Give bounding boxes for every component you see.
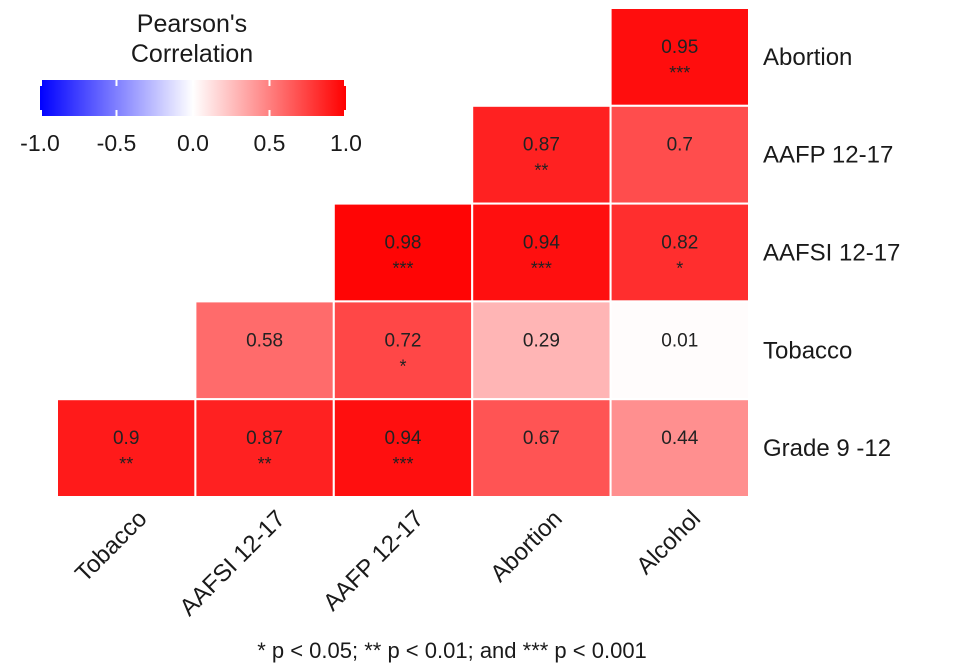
row-labels: Abortion AAFP 12-17 AAFSI 12-17 Tobacco Grad… <box>763 44 900 462</box>
cell-significance-label: *** <box>531 259 552 279</box>
cell-value-label: 0.94 <box>523 233 560 254</box>
heatmap-cell <box>332 398 474 499</box>
cell-value-label: 0.44 <box>661 428 698 449</box>
cell-value-label: 0.95 <box>661 37 698 58</box>
column-label: AAFP 12-17 <box>318 505 429 616</box>
cell-value-label: 0.94 <box>385 428 422 449</box>
column-label: Tobacco <box>70 505 152 587</box>
legend-tick-label: 1.0 <box>330 130 362 156</box>
heatmap-cell <box>609 7 750 107</box>
cell-significance-label: *** <box>392 259 413 279</box>
cell-significance-label: ** <box>534 161 548 181</box>
cell-significance-label: *** <box>669 63 690 83</box>
cell-value-label: 0.67 <box>523 428 560 449</box>
cell-significance-label: ** <box>258 454 272 474</box>
heatmap-cell <box>471 202 612 303</box>
legend-tick-label: -0.5 <box>97 130 137 156</box>
column-label: AAFSI 12-17 <box>175 505 291 621</box>
row-label: AAFP 12-17 <box>763 142 893 169</box>
heatmap-cell <box>471 104 612 205</box>
legend-tick-label: -1.0 <box>20 130 60 156</box>
cell-value-label: 0.01 <box>661 330 698 351</box>
cell-value-label: 0.87 <box>523 135 560 156</box>
heatmap-cell <box>332 300 474 401</box>
column-labels: Tobacco AAFSI 12-17 AAFP 12-17 Abortion Alco… <box>70 505 706 621</box>
cell-value-label: 0.29 <box>523 330 560 351</box>
cell-value-label: 0.98 <box>385 233 422 254</box>
column-label: Abortion <box>485 505 567 587</box>
cell-value-label: 0.87 <box>246 428 283 449</box>
legend-tick-label: 0.0 <box>177 130 209 156</box>
row-label: AAFSI 12-17 <box>763 240 900 267</box>
row-label: Tobacco <box>763 337 852 364</box>
cell-value-label: 0.7 <box>667 135 693 156</box>
significance-footnote: * p < 0.05; ** p < 0.01; and *** p < 0.0… <box>257 638 647 663</box>
column-label: Alcohol <box>631 505 706 580</box>
heatmap-cell <box>194 398 335 499</box>
legend-title-line-1: Pearson's <box>137 10 247 38</box>
cell-significance-label: ** <box>119 454 133 474</box>
heatmap-cell <box>609 202 750 303</box>
legend-tick-label: 0.5 <box>254 130 286 156</box>
cell-significance-label: *** <box>392 454 413 474</box>
legend: Pearson's Correlation -1.0 -0.5 0.0 0.5 1.0 <box>20 10 362 156</box>
heatmap-cell <box>56 398 197 499</box>
row-label: Abortion <box>763 44 852 71</box>
heatmap-cells: 0.95***0.87**0.70.98***0.94***0.82*0.58 0… <box>56 7 750 499</box>
heatmap-cell <box>609 300 750 401</box>
cell-significance-label: * <box>676 259 683 279</box>
cell-value-label: 0.72 <box>385 330 422 351</box>
cell-significance-label: * <box>399 356 406 376</box>
legend-title-line-2: Correlation <box>131 40 253 68</box>
heatmap-cell <box>609 398 750 499</box>
cell-value-label: 0.82 <box>661 233 698 254</box>
row-label: Grade 9 -12 <box>763 435 891 462</box>
heatmap-cell <box>609 104 750 205</box>
heatmap-cell <box>471 398 612 499</box>
cell-value-label: 0.58 <box>246 330 283 351</box>
cell-value-label: 0.9 <box>113 428 139 449</box>
